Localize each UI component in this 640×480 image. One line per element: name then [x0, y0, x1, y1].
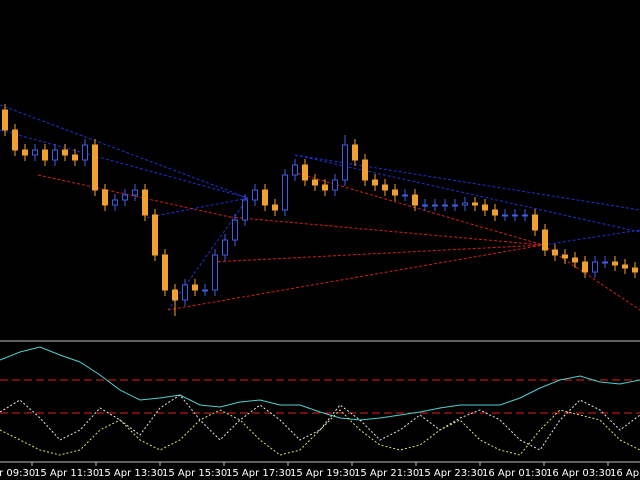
time-label: 15 Apr 23:30 — [418, 468, 483, 479]
indicator-line — [0, 394, 640, 451]
candle-body — [432, 204, 438, 207]
candle-body — [372, 179, 378, 186]
candle-body — [52, 149, 58, 161]
candle-body — [292, 164, 298, 176]
projection-line — [212, 244, 544, 263]
candle-body — [322, 184, 328, 191]
candle-body — [152, 214, 158, 256]
candle-body — [572, 257, 578, 263]
candle-body — [162, 254, 168, 291]
candle-body — [172, 289, 178, 301]
candle-body — [72, 154, 78, 161]
oscillator — [0, 346, 640, 456]
candle-body — [282, 174, 288, 211]
candle-body — [582, 261, 588, 273]
projection-line — [294, 154, 640, 211]
candle-body — [342, 144, 348, 181]
time-label: 15 Apr 13:30 — [98, 468, 163, 479]
time-label: 15 Apr 17:30 — [226, 468, 291, 479]
candle-body — [312, 179, 318, 186]
candle-body — [302, 164, 308, 181]
candle-body — [12, 129, 18, 151]
candle-body — [412, 194, 418, 206]
candle-body — [42, 149, 48, 161]
candle-body — [532, 214, 538, 231]
candle-body — [592, 261, 598, 273]
candle-body — [522, 214, 528, 217]
indicator-line — [0, 409, 640, 456]
candle-body — [132, 189, 138, 196]
time-label: 15 Apr 15:30 — [162, 468, 227, 479]
candle-body — [452, 204, 458, 207]
projection-line — [144, 197, 249, 219]
time-label: 16 Apr 01:30 — [482, 468, 547, 479]
time-label: 16 Apr 05:30 — [610, 468, 640, 479]
candle-body — [212, 254, 218, 291]
time-label: 15 Apr 11:30 — [34, 468, 99, 479]
candle-body — [22, 149, 28, 156]
candle-body — [62, 149, 68, 156]
candle-body — [612, 261, 618, 266]
projection-line — [167, 244, 544, 311]
candle-body — [82, 144, 88, 161]
candle-body — [462, 202, 468, 206]
candle-body — [562, 254, 568, 259]
candle-body — [392, 189, 398, 196]
candle-body — [472, 202, 478, 206]
projection-line — [0, 129, 249, 199]
candle-body — [112, 199, 118, 206]
projection-line — [294, 154, 640, 233]
candle-body — [602, 261, 608, 264]
indicator-line — [0, 346, 640, 421]
candle-body — [252, 189, 258, 201]
candle-body — [102, 189, 108, 206]
candles — [2, 104, 638, 316]
candle-body — [272, 204, 278, 211]
projection-line — [167, 197, 249, 311]
candle-body — [182, 284, 188, 301]
candle-body — [552, 249, 558, 256]
candle-body — [402, 194, 408, 197]
candle-body — [542, 229, 548, 251]
candle-body — [232, 219, 238, 241]
candle-body — [362, 159, 368, 181]
candle-body — [622, 264, 628, 269]
candle-body — [122, 194, 128, 201]
projection-line — [37, 174, 231, 218]
candle-body — [382, 184, 388, 191]
candle-body — [442, 204, 448, 207]
candle-body — [512, 214, 518, 217]
projection-line — [229, 216, 544, 246]
candle-body — [482, 204, 488, 211]
candle-body — [202, 289, 208, 292]
candle-body — [502, 214, 508, 217]
candle-body — [192, 284, 198, 291]
time-label: 16 Apr 03:30 — [546, 468, 611, 479]
time-label: 15 Apr 19:30 — [290, 468, 355, 479]
candle-body — [352, 144, 358, 161]
candle-body — [2, 109, 8, 131]
candle-body — [92, 144, 98, 191]
projection-line — [0, 104, 249, 199]
projection-lines — [0, 104, 640, 311]
candle-body — [332, 179, 338, 191]
candle-body — [262, 189, 268, 206]
projection-line — [292, 171, 544, 246]
candle-body — [32, 149, 38, 156]
time-label: 15 Apr 09:30 — [0, 468, 35, 479]
candle-body — [632, 267, 638, 273]
candle-body — [142, 189, 148, 216]
projection-line — [542, 244, 640, 311]
projection-line — [542, 229, 640, 246]
candle-body — [242, 199, 248, 221]
candle-body — [222, 239, 228, 256]
candle-body — [422, 204, 428, 207]
candle-body — [492, 209, 498, 216]
time-label: 15 Apr 21:30 — [354, 468, 419, 479]
